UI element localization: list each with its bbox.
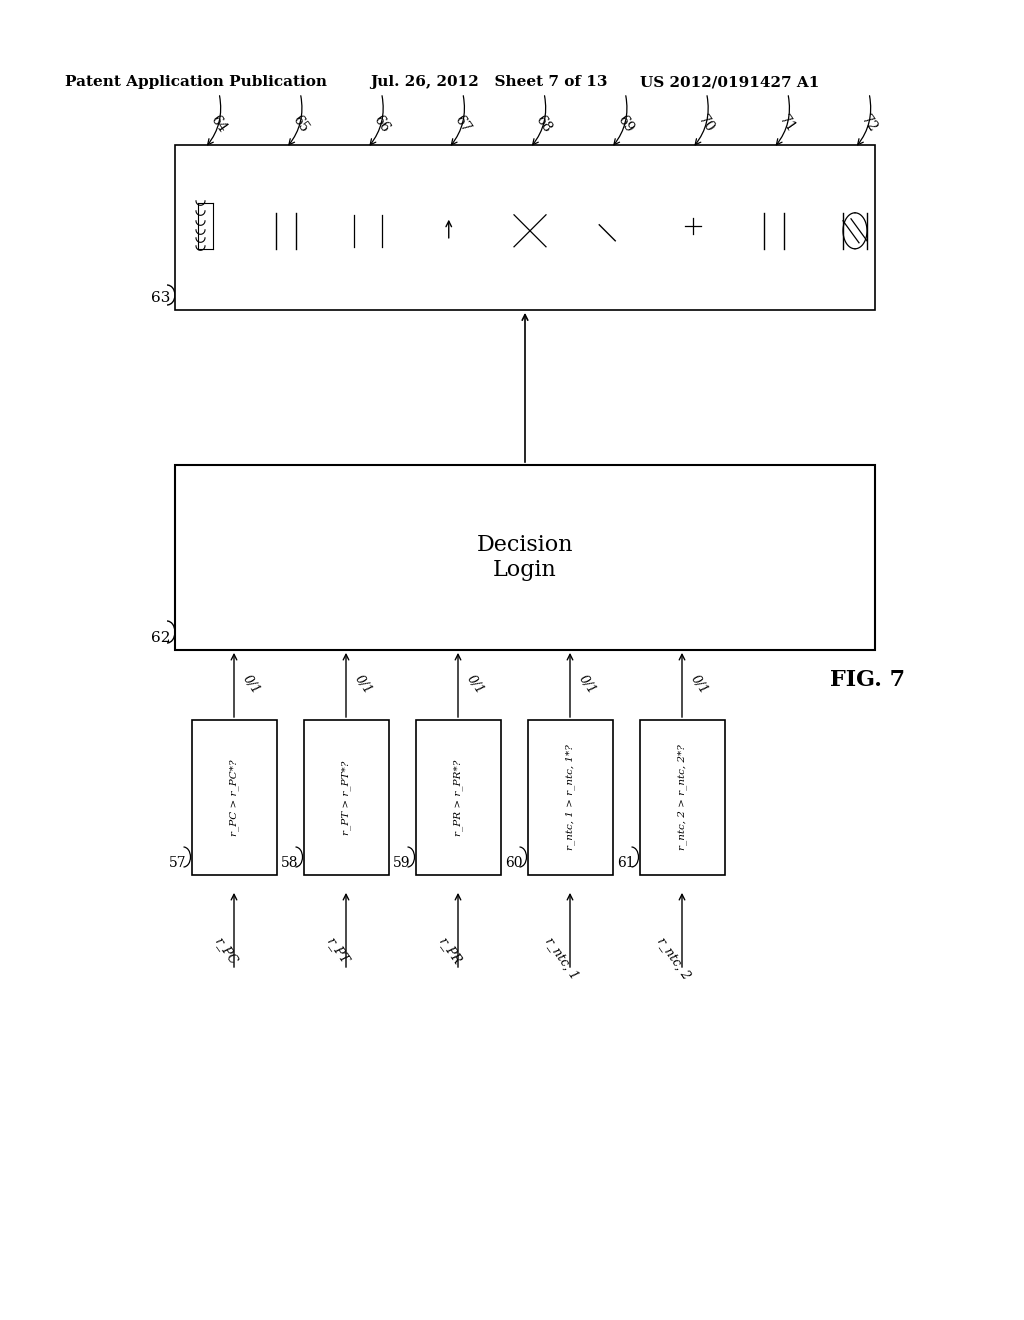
Text: 66: 66: [371, 112, 392, 135]
Text: 65: 65: [289, 112, 310, 135]
Text: 0/1: 0/1: [240, 673, 262, 697]
Bar: [527, 719, 612, 875]
Text: 71: 71: [777, 112, 799, 135]
Bar: [514, 215, 546, 247]
Bar: [686, 238, 698, 252]
Text: 64: 64: [208, 112, 229, 135]
Text: FIG. 7: FIG. 7: [830, 669, 905, 690]
Text: r_PT > r_PT*?: r_PT > r_PT*?: [341, 760, 351, 834]
Text: r_ntc, 2: r_ntc, 2: [654, 935, 693, 982]
Text: r_PR > r_PR*?: r_PR > r_PR*?: [454, 759, 463, 836]
Bar: [303, 719, 388, 875]
Text: r_PR: r_PR: [436, 935, 464, 968]
Bar: [191, 719, 276, 875]
Text: r_PT: r_PT: [325, 935, 351, 966]
Bar: [416, 719, 501, 875]
Text: 67: 67: [452, 112, 473, 135]
Text: r_ntc, 1 > r_ntc, 1*?: r_ntc, 1 > r_ntc, 1*?: [565, 744, 574, 850]
Text: 57: 57: [169, 855, 186, 870]
Text: 58: 58: [281, 855, 299, 870]
Text: Patent Application Publication: Patent Application Publication: [65, 75, 327, 88]
Text: r_PC > r_PC*?: r_PC > r_PC*?: [229, 759, 239, 836]
Text: 70: 70: [695, 112, 717, 135]
Text: 0/1: 0/1: [352, 673, 374, 697]
Text: 61: 61: [616, 855, 635, 870]
Text: 62: 62: [151, 631, 170, 645]
Text: Decision
Login: Decision Login: [477, 533, 573, 581]
Text: 0/1: 0/1: [688, 673, 711, 697]
Text: r_PC: r_PC: [212, 935, 240, 968]
Bar: [640, 719, 725, 875]
Text: 0/1: 0/1: [464, 673, 486, 697]
Text: Jul. 26, 2012   Sheet 7 of 13: Jul. 26, 2012 Sheet 7 of 13: [370, 75, 607, 88]
Text: 72: 72: [858, 112, 880, 135]
Text: 68: 68: [534, 112, 555, 135]
Bar: [175, 145, 874, 310]
Text: US 2012/0191427 A1: US 2012/0191427 A1: [640, 75, 819, 88]
Text: 69: 69: [614, 112, 636, 135]
Text: r_ntc, 1: r_ntc, 1: [543, 935, 582, 982]
Bar: [175, 465, 874, 649]
Text: r_ntc, 2 > r_ntc, 2*?: r_ntc, 2 > r_ntc, 2*?: [677, 744, 687, 850]
Text: 63: 63: [151, 290, 170, 305]
Text: 60: 60: [505, 855, 522, 870]
Text: 59: 59: [393, 855, 411, 870]
Text: 0/1: 0/1: [575, 673, 598, 697]
Circle shape: [769, 222, 778, 232]
